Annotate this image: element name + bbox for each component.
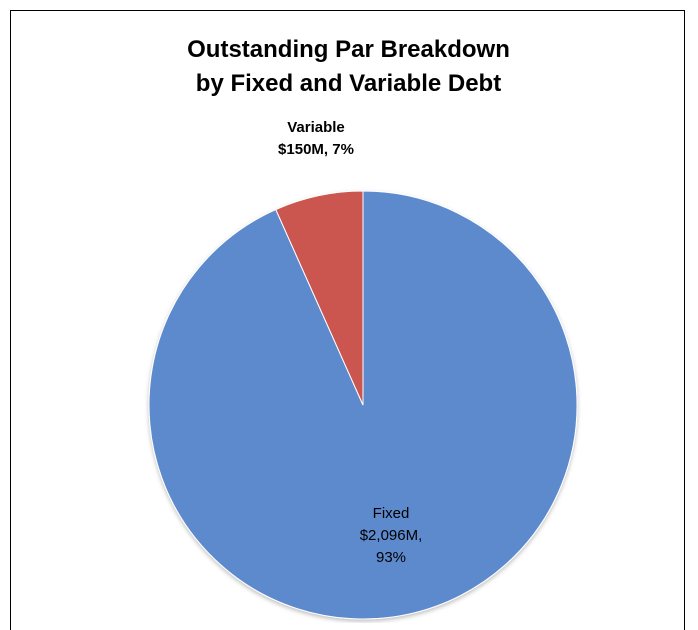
chart-title: Outstanding Par Breakdown by Fixed and V…: [11, 33, 686, 101]
slice-label-variable: Variable $150M, 7%: [231, 117, 401, 161]
slice-label-variable-line-2: $150M, 7%: [278, 141, 354, 158]
slice-label-fixed-line-2: $2,096M,: [359, 527, 423, 544]
chart-title-line-1: Outstanding Par Breakdown: [187, 36, 510, 63]
slice-label-fixed-line-3: 93%: [375, 549, 407, 566]
chart-title-line-2: by Fixed and Variable Debt: [195, 70, 502, 97]
pie-slice-variable: [275, 190, 364, 406]
slice-label-fixed-line-1: Fixed: [372, 505, 410, 522]
slice-label-variable-line-1: Variable: [287, 119, 345, 136]
pie-chart: [148, 190, 578, 620]
slice-label-fixed: Fixed $2,096M, 93%: [326, 503, 456, 569]
chart-frame: Outstanding Par Breakdown by Fixed and V…: [10, 10, 685, 630]
